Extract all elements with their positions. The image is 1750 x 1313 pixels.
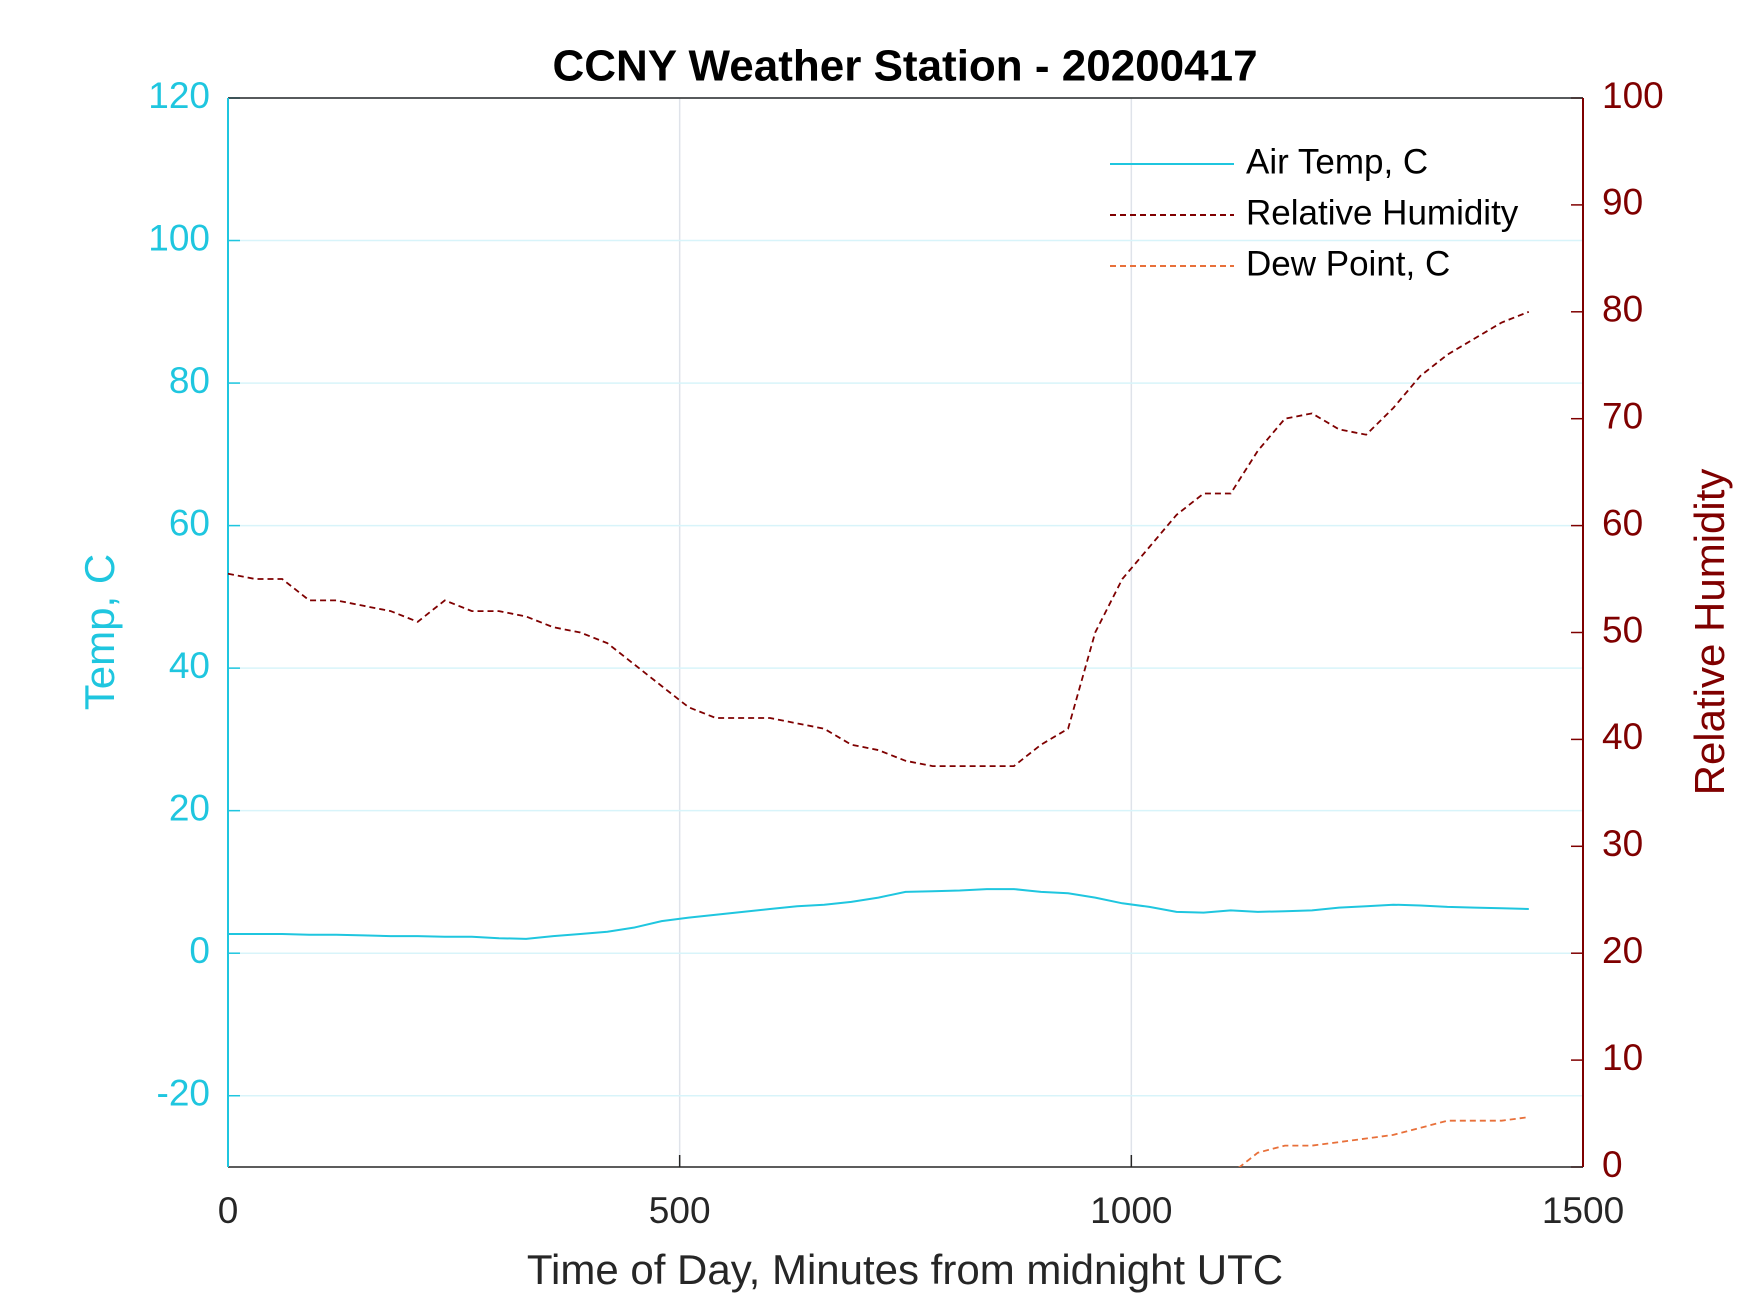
y2-tick-label: 50 bbox=[1602, 609, 1643, 650]
y-tick-label: 0 bbox=[189, 930, 210, 971]
x-tick-label: 0 bbox=[218, 1190, 239, 1231]
y-tick-label: 100 bbox=[148, 217, 210, 258]
x-tick-label: 500 bbox=[649, 1190, 711, 1231]
x-tick-label: 1500 bbox=[1542, 1190, 1624, 1231]
y2-tick-label: 100 bbox=[1602, 75, 1664, 116]
y-tick-label: -20 bbox=[157, 1073, 210, 1114]
data-line bbox=[228, 888, 1529, 940]
y2-tick-label: 30 bbox=[1602, 823, 1643, 864]
y2-tick-label: 70 bbox=[1602, 395, 1643, 436]
y-tick-label: 60 bbox=[169, 502, 210, 543]
data-line bbox=[1238, 1116, 1529, 1167]
x-tick-label: 1000 bbox=[1090, 1190, 1172, 1231]
legend-label: Relative Humidity bbox=[1246, 193, 1519, 232]
legend-label: Air Temp, C bbox=[1246, 142, 1428, 181]
y2-tick-label: 40 bbox=[1602, 716, 1643, 757]
y-tick-label: 120 bbox=[148, 75, 210, 116]
y2-tick-label: 10 bbox=[1602, 1037, 1643, 1078]
y-tick-label: 40 bbox=[169, 645, 210, 686]
y-axis-label: Temp, C bbox=[76, 554, 123, 710]
x-axis-label: Time of Day, Minutes from midnight UTC bbox=[527, 1246, 1283, 1293]
legend-label: Dew Point, C bbox=[1246, 244, 1450, 283]
y-tick-label: 20 bbox=[169, 787, 210, 828]
chart-title: CCNY Weather Station - 20200417 bbox=[552, 42, 1257, 91]
y-tick-label: 80 bbox=[169, 360, 210, 401]
data-line bbox=[228, 310, 1530, 767]
y2-tick-label: 80 bbox=[1602, 289, 1643, 330]
y2-tick-label: 20 bbox=[1602, 930, 1643, 971]
y2-tick-label: 0 bbox=[1602, 1144, 1623, 1185]
y2-tick-label: 60 bbox=[1602, 502, 1643, 543]
y2-tick-label: 90 bbox=[1602, 182, 1643, 223]
plot-area bbox=[228, 310, 1530, 1167]
y2-axis-label: Relative Humidity bbox=[1686, 469, 1733, 796]
